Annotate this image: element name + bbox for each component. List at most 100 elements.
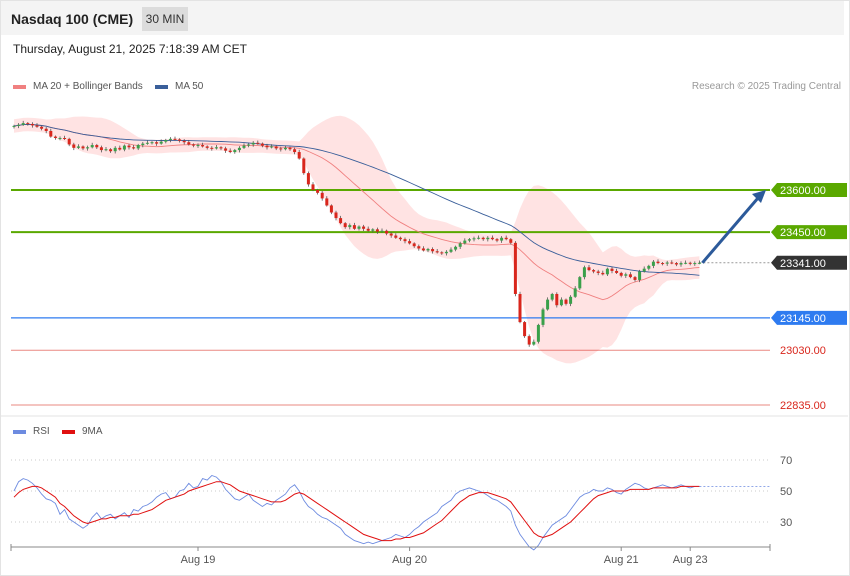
candle: [72, 142, 76, 151]
candle-body: [214, 147, 218, 149]
level-labels: 23600.00 23450.00 23341.00 23145.00 23030.00…: [771, 183, 847, 412]
candle-body: [242, 145, 246, 148]
candle: [76, 144, 80, 149]
candle-body: [417, 246, 421, 249]
candle-body: [555, 293, 559, 306]
timestamp: Thursday, August 21, 2025 7:18:39 AM CET: [13, 42, 247, 56]
candle-body: [638, 271, 642, 280]
candle: [58, 136, 62, 141]
candle-body: [559, 299, 563, 306]
candle-body: [311, 184, 315, 190]
candle: [527, 334, 531, 347]
candle-body: [178, 139, 182, 141]
ma50-line: [13, 123, 700, 276]
candle: [463, 238, 467, 245]
candle-body: [251, 142, 255, 145]
candle: [610, 267, 614, 274]
chart-header: Nasdaq 100 (CME) 30 MIN: [1, 1, 844, 35]
candle-body: [283, 147, 287, 150]
candle: [371, 228, 375, 233]
candle: [40, 125, 44, 131]
candle: [352, 222, 356, 230]
candle: [417, 244, 421, 251]
candle-body: [647, 265, 651, 269]
candle-body: [481, 237, 485, 240]
level-label: 23030.00: [780, 345, 826, 357]
candle: [325, 196, 329, 207]
candle: [316, 188, 320, 195]
candle-body: [454, 246, 458, 250]
candle: [164, 138, 168, 144]
candle-body: [633, 277, 637, 280]
candle-body: [265, 145, 269, 148]
candle-body: [12, 125, 16, 127]
candle-body: [500, 237, 504, 241]
candle-body: [527, 336, 531, 345]
candle: [578, 276, 582, 291]
x-axis-label: Aug 20: [392, 554, 427, 566]
candle: [63, 135, 67, 140]
candle-body: [127, 145, 131, 148]
candle-body: [49, 130, 53, 137]
moving-averages: [13, 123, 700, 301]
candle-body: [610, 268, 614, 271]
candle: [426, 247, 430, 253]
candle: [122, 144, 126, 152]
candle: [339, 215, 343, 225]
candle: [486, 236, 490, 242]
ma20-line: [13, 123, 700, 301]
candle-body: [191, 144, 195, 146]
candle: [596, 269, 600, 276]
candle: [86, 145, 90, 151]
candle: [435, 249, 439, 254]
candle-body: [288, 147, 292, 150]
candle-body: [155, 142, 159, 144]
candle: [693, 261, 697, 266]
candle-body: [435, 251, 439, 253]
candle: [467, 238, 471, 243]
candle-body: [656, 261, 660, 264]
candle: [53, 135, 57, 140]
rsi-ma-label: 9MA: [82, 426, 103, 437]
rsi-panel: 70 50 30: [11, 455, 792, 551]
candle: [394, 233, 398, 239]
candle-body: [297, 152, 301, 159]
rsi-line: [13, 474, 700, 551]
candle-body: [398, 237, 402, 240]
candle: [633, 276, 637, 282]
candle: [569, 295, 573, 307]
candle: [684, 260, 688, 265]
candle: [389, 231, 393, 238]
price-levels: [11, 189, 770, 406]
candles: [12, 120, 701, 347]
candle-body: [550, 293, 554, 300]
candle: [214, 145, 218, 150]
candle: [619, 271, 623, 278]
candle-body: [58, 138, 62, 140]
candle: [398, 236, 402, 241]
candle-body: [237, 147, 241, 151]
rsi-ma-swatch: [62, 429, 75, 434]
candle-body: [30, 123, 34, 126]
candle: [256, 140, 260, 145]
candle-body: [201, 145, 205, 147]
candle-body: [467, 239, 471, 241]
candle-body: [546, 299, 550, 310]
candle-body: [118, 147, 122, 150]
candle: [500, 236, 504, 243]
candle: [523, 320, 527, 338]
candle-body: [339, 218, 343, 224]
candle-body: [532, 341, 536, 345]
legend-ma50: MA 50: [155, 81, 203, 92]
candle-body: [541, 309, 545, 325]
timeframe-badge[interactable]: 30 MIN: [142, 7, 188, 31]
candle-body: [408, 241, 412, 244]
candle-body: [523, 322, 527, 337]
candle-body: [624, 274, 628, 276]
candle-body: [357, 226, 361, 229]
candle: [219, 146, 223, 151]
candle-body: [693, 263, 697, 265]
candle-body: [320, 192, 324, 199]
candle: [30, 122, 34, 128]
